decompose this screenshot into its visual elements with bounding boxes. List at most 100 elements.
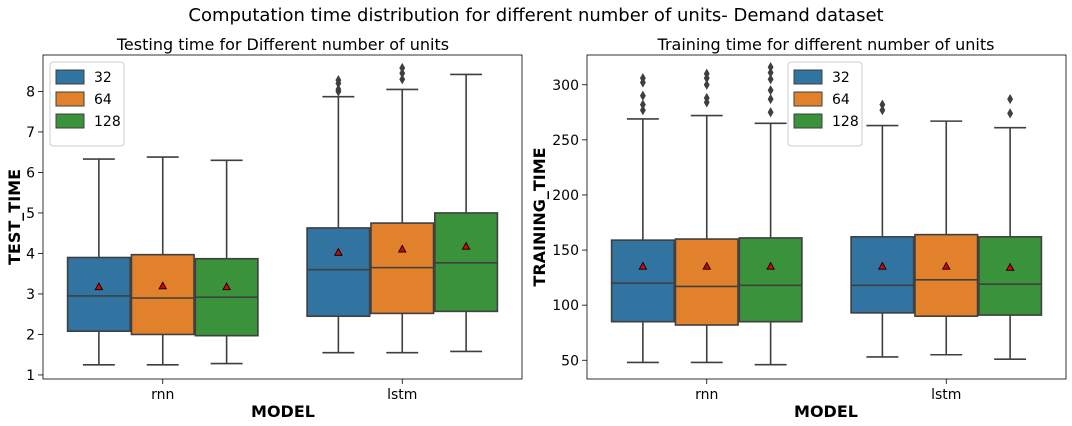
outlier-point — [639, 105, 646, 116]
box-iqr — [914, 233, 979, 317]
y-tick-label: 100 — [552, 298, 579, 314]
legend-swatch — [793, 69, 823, 85]
legend-label: 64 — [832, 92, 850, 108]
y-tick-label: 300 — [552, 78, 579, 94]
box-iqr — [130, 253, 195, 336]
outlier-point — [1007, 93, 1014, 105]
mean-marker — [94, 282, 104, 291]
box-iqr — [610, 239, 675, 323]
outlier-point — [335, 75, 342, 86]
mean-marker — [702, 261, 712, 270]
box-rnn-64 — [130, 156, 195, 366]
mean-marker — [158, 281, 168, 290]
outlier-point — [767, 62, 774, 73]
outlier-point — [879, 105, 886, 116]
x-tick-label-rnn: rnn — [695, 387, 718, 403]
legend-swatch — [55, 91, 85, 107]
mean-marker — [334, 247, 343, 256]
test-time-title: Testing time for Different number of uni… — [116, 35, 449, 54]
mean-marker — [638, 261, 648, 270]
legend-item-32: 32 — [793, 69, 850, 86]
box-lstm-64 — [914, 120, 979, 356]
training-time-y-label: TRAINING_TIME — [530, 147, 549, 286]
legend-item-64: 64 — [793, 91, 850, 108]
box-rnn-128 — [738, 62, 803, 366]
box-rnn-32 — [66, 158, 131, 366]
outlier-point — [767, 85, 774, 96]
legend-label: 64 — [94, 92, 112, 108]
outlier-point — [767, 93, 774, 105]
test-time-boxes — [66, 62, 499, 366]
box-iqr — [738, 237, 803, 323]
legend-item-64: 64 — [55, 91, 112, 108]
box-rnn-32 — [610, 73, 675, 364]
outlier-point — [399, 62, 406, 74]
box-rnn-128 — [194, 159, 259, 365]
outlier-point — [767, 74, 774, 85]
box-lstm-128 — [434, 73, 499, 353]
y-tick-label: 150 — [552, 243, 579, 259]
box-iqr — [850, 236, 915, 314]
training-time-x-label: MODEL — [794, 402, 858, 421]
outlier-point — [639, 99, 646, 110]
mean-marker — [878, 261, 887, 270]
y-tick-label: 200 — [552, 188, 579, 204]
figure-suptitle: Computation time distribution for differ… — [188, 5, 883, 26]
outlier-point — [399, 74, 406, 85]
training-time-x-axis: rnn lstm — [695, 379, 961, 403]
box-iqr — [674, 238, 739, 326]
x-tick-label-lstm: lstm — [931, 387, 961, 403]
box-iqr — [66, 256, 131, 333]
outlier-point — [335, 84, 342, 95]
mean-marker — [397, 244, 407, 253]
y-tick-label: 3 — [26, 287, 35, 303]
box-lstm-64 — [370, 62, 435, 354]
training-time-y-axis: 50 100 150 200 250 300 — [552, 78, 587, 369]
outlier-point — [703, 92, 710, 104]
outlier-point — [639, 90, 646, 101]
outlier-point — [1007, 108, 1014, 119]
legend-label: 128 — [832, 114, 859, 130]
y-tick-label: 8 — [26, 84, 35, 100]
outlier-point — [703, 68, 710, 79]
test-time-legend: 32 64 128 — [49, 61, 125, 147]
legend-swatch — [793, 91, 823, 107]
box-lstm-32 — [306, 75, 371, 354]
outlier-point — [767, 67, 774, 78]
mean-marker — [766, 261, 775, 270]
outlier-point — [639, 73, 646, 84]
box-iqr — [306, 227, 371, 318]
legend-item-32: 32 — [55, 69, 112, 86]
outlier-point — [879, 99, 886, 110]
mean-marker — [941, 261, 951, 270]
legend-swatch — [55, 69, 85, 85]
legend-label: 32 — [94, 70, 112, 86]
test-time-y-label: TEST_TIME — [5, 169, 24, 265]
y-tick-label: 2 — [26, 327, 35, 343]
y-tick-label: 7 — [26, 125, 35, 141]
legend-swatch — [793, 113, 823, 129]
training-time-title: Training time for different number of un… — [657, 35, 995, 54]
legend-item-128: 128 — [793, 113, 859, 130]
training-time-legend: 32 64 128 — [787, 61, 863, 147]
test-time-panel: Testing time for Different number of uni… — [5, 35, 523, 421]
x-tick-label-lstm: lstm — [387, 387, 417, 403]
training-time-boxes — [610, 62, 1043, 366]
training-time-panel: Training time for different number of un… — [530, 35, 1067, 421]
test-time-x-axis: rnn lstm — [151, 379, 417, 403]
legend-label: 128 — [94, 114, 121, 130]
y-tick-label: 1 — [26, 368, 35, 384]
y-tick-label: 250 — [552, 133, 579, 149]
y-tick-label: 4 — [26, 246, 35, 262]
legend-item-128: 128 — [55, 113, 121, 130]
outlier-point — [399, 68, 406, 79]
outlier-point — [703, 79, 710, 90]
legend-swatch — [55, 113, 85, 129]
box-lstm-32 — [850, 99, 915, 358]
mean-marker — [461, 241, 471, 250]
box-iqr — [978, 236, 1043, 316]
box-rnn-64 — [674, 68, 739, 364]
y-tick-label: 6 — [26, 165, 35, 181]
legend-label: 32 — [832, 70, 850, 86]
